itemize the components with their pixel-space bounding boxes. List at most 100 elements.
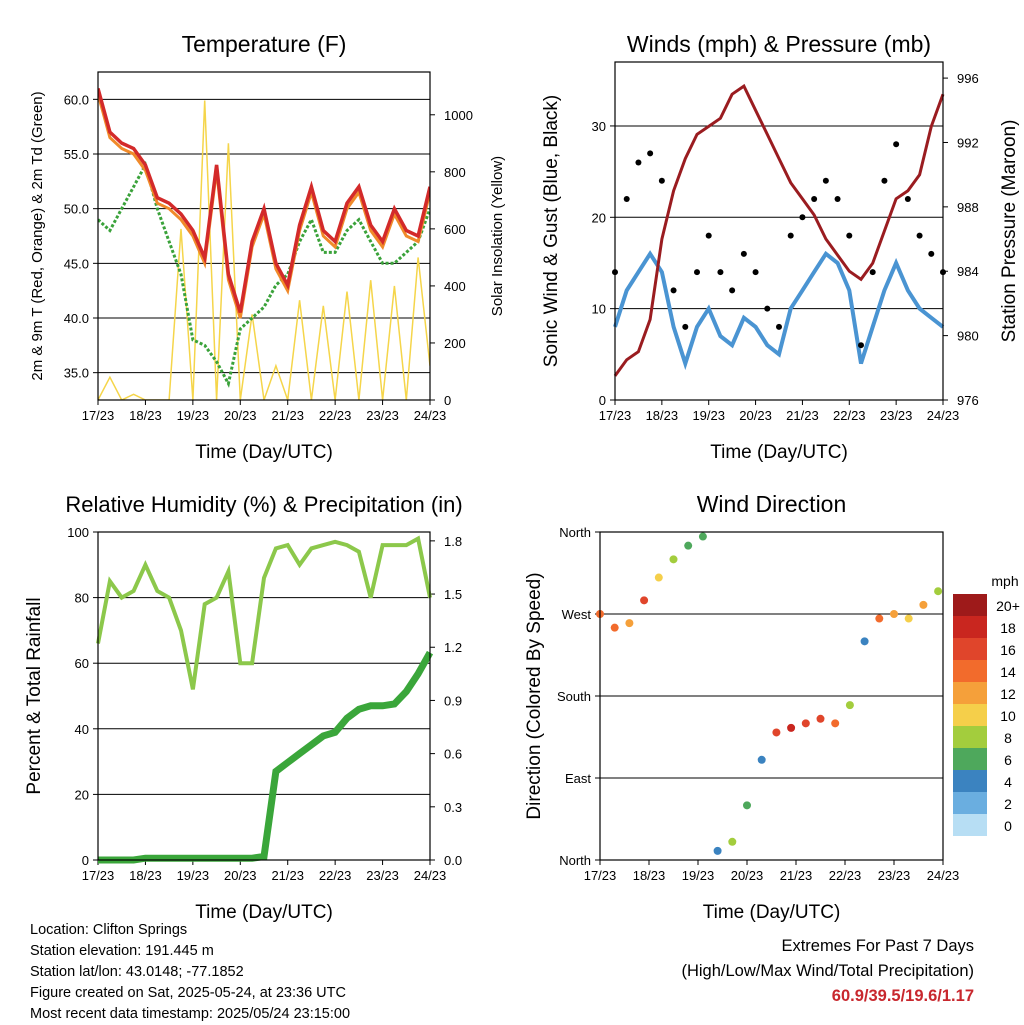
y-tick-label: North bbox=[559, 853, 591, 868]
x-tick-label: 17/23 bbox=[82, 408, 115, 423]
direction-point bbox=[713, 846, 722, 855]
y-axis-label: Percent & Total Rainfall bbox=[24, 597, 45, 794]
gust-point bbox=[729, 287, 736, 294]
y-tick-label: 60 bbox=[75, 656, 89, 671]
y2-tick-label: 1.8 bbox=[444, 534, 462, 549]
y-tick-label: 0 bbox=[82, 853, 89, 868]
direction-point bbox=[875, 614, 884, 623]
direction-point bbox=[625, 619, 634, 628]
y-tick-label: North bbox=[559, 525, 591, 540]
colorbar-label: 10 bbox=[1000, 708, 1016, 724]
colorbar-label: 0 bbox=[1004, 818, 1012, 834]
direction-point bbox=[757, 755, 766, 764]
x-axis-label: Time (Day/UTC) bbox=[195, 902, 333, 923]
y2-axis-label: Station Pressure (Maroon) bbox=[999, 120, 1020, 343]
x-tick-label: 19/23 bbox=[177, 868, 210, 883]
panel-1: Winds (mph) & Pressure (mb) 0 10 20 30 976 980… bbox=[541, 31, 1020, 463]
direction-point bbox=[654, 573, 663, 582]
gust-point bbox=[658, 177, 665, 184]
y-tick-label: 45.0 bbox=[64, 256, 89, 271]
gust-point bbox=[694, 269, 700, 276]
y2-tick-label: 600 bbox=[444, 222, 466, 237]
x-tick-label: 19/23 bbox=[177, 408, 210, 423]
series-sonic-wind bbox=[613, 250, 945, 371]
plot-frame bbox=[97, 531, 431, 861]
station-latlon: Station lat/lon: 43.0148; -77.1852 bbox=[30, 964, 244, 980]
gust-point bbox=[752, 269, 759, 276]
station-info: Location: Clifton Springs Station elevat… bbox=[30, 920, 350, 1025]
y2-tick-label: 200 bbox=[444, 336, 466, 351]
direction-point bbox=[743, 801, 751, 810]
extremes-box: Extremes For Past 7 Days (High/Low/Max W… bbox=[681, 934, 974, 1009]
series-rh bbox=[96, 535, 432, 690]
x-tick-label: 24/23 bbox=[927, 408, 960, 423]
y2-tick-label: 976 bbox=[957, 393, 979, 408]
series-solar bbox=[98, 100, 430, 400]
y2-tick-label: 0.6 bbox=[444, 747, 462, 762]
y2-tick-label: 800 bbox=[444, 165, 466, 180]
colorbar-label: 12 bbox=[1000, 686, 1016, 702]
extremes-title: Extremes For Past 7 Days bbox=[781, 937, 974, 955]
gust-point bbox=[928, 250, 935, 257]
y-tick-label: South bbox=[557, 689, 591, 704]
y-tick-label: 40 bbox=[75, 722, 89, 737]
colorbar-swatch bbox=[953, 682, 987, 704]
y2-tick-label: 996 bbox=[957, 71, 979, 86]
colorbar-swatch bbox=[953, 748, 987, 770]
x-tick-label: 23/23 bbox=[878, 868, 911, 883]
colorbar-swatch bbox=[953, 814, 987, 836]
y2-tick-label: 988 bbox=[957, 200, 979, 215]
x-tick-label: 19/23 bbox=[682, 868, 715, 883]
gust-point bbox=[858, 342, 864, 349]
gust-point bbox=[670, 287, 677, 294]
x-tick-label: 20/23 bbox=[739, 408, 772, 423]
y2-tick-label: 0 bbox=[444, 393, 451, 408]
colorbar-label: 18 bbox=[1000, 620, 1016, 636]
x-tick-label: 23/23 bbox=[366, 408, 399, 423]
gust-point bbox=[799, 214, 806, 221]
direction-point bbox=[831, 719, 840, 728]
chart-title: Relative Humidity (%) & Precipitation (i… bbox=[65, 492, 462, 517]
y-tick-label: 60.0 bbox=[64, 92, 89, 107]
gust-point bbox=[740, 250, 747, 257]
y-tick-label: 10 bbox=[592, 302, 606, 317]
gust-point bbox=[776, 323, 782, 330]
series-2m-temp bbox=[98, 87, 430, 314]
y2-tick-label: 1.5 bbox=[444, 587, 462, 602]
gust-point bbox=[881, 177, 888, 184]
direction-point bbox=[919, 600, 928, 609]
y2-axis-label: Solar Insolation (Yellow) bbox=[489, 156, 506, 316]
colorbar-swatch bbox=[953, 770, 987, 792]
colorbar-label: 20+ bbox=[996, 598, 1020, 614]
gust-point bbox=[635, 159, 642, 166]
y-axis-label: Sonic Wind & Gust (Blue, Black) bbox=[541, 95, 562, 367]
colorbar-label: 4 bbox=[1004, 774, 1012, 790]
y-tick-label: East bbox=[565, 771, 591, 786]
x-tick-label: 21/23 bbox=[780, 868, 813, 883]
recent-timestamp: Most recent data timestamp: 2025/05/24 2… bbox=[30, 1006, 351, 1022]
gust-point bbox=[764, 305, 771, 312]
x-tick-label: 22/23 bbox=[833, 408, 866, 423]
y2-tick-label: 992 bbox=[957, 135, 979, 150]
gust-point bbox=[869, 269, 876, 276]
direction-point bbox=[845, 701, 854, 710]
gust-point bbox=[623, 196, 630, 203]
x-tick-label: 24/23 bbox=[414, 868, 447, 883]
plot-frame bbox=[599, 531, 944, 861]
colorbar-swatch bbox=[953, 704, 987, 726]
y2-tick-label: 980 bbox=[957, 329, 979, 344]
x-axis-label: Time (Day/UTC) bbox=[195, 442, 333, 463]
colorbar-label: 6 bbox=[1004, 752, 1012, 768]
x-tick-label: 22/23 bbox=[319, 408, 352, 423]
x-tick-label: 17/23 bbox=[584, 868, 617, 883]
chart-title: Temperature (F) bbox=[182, 31, 347, 57]
chart-title: Wind Direction bbox=[697, 491, 847, 517]
x-tick-label: 18/23 bbox=[633, 868, 666, 883]
gust-point bbox=[834, 196, 841, 203]
gust-point bbox=[682, 323, 689, 330]
direction-point bbox=[772, 728, 781, 737]
station-location: Location: Clifton Springs bbox=[30, 922, 188, 938]
direction-point bbox=[816, 714, 825, 723]
x-tick-label: 21/23 bbox=[271, 408, 304, 423]
